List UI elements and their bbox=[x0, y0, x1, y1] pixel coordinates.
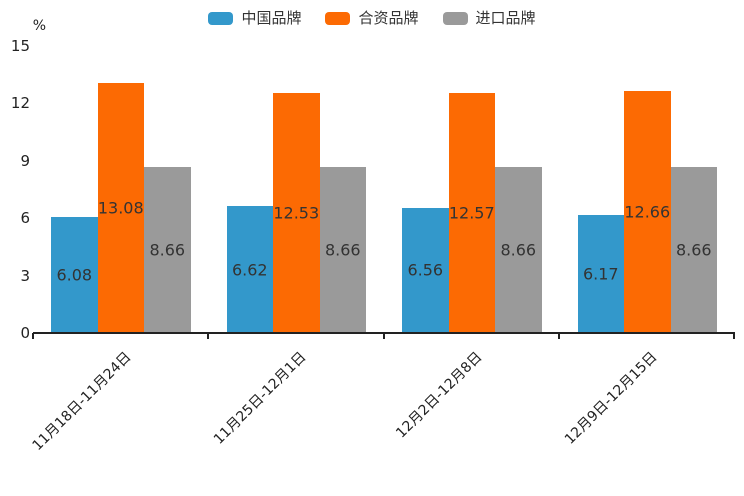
bar-import-brand-week1[interactable]: 8.66 bbox=[144, 167, 191, 333]
legend-item-import-brand[interactable]: 进口品牌 bbox=[442, 9, 536, 27]
legend-label: 合资品牌 bbox=[358, 9, 419, 27]
bar-joint-venture-brand-week1[interactable]: 13.08 bbox=[97, 82, 144, 333]
x-tick-label-week3: 12月2日-12月8日 bbox=[393, 349, 486, 442]
legend-swatch-joint-venture-brand-icon bbox=[325, 11, 351, 25]
bar-value-label: 8.66 bbox=[149, 240, 186, 260]
legend-item-joint-venture-brand[interactable]: 合资品牌 bbox=[325, 9, 419, 27]
bar-value-label: 8.66 bbox=[500, 240, 537, 260]
bar-value-label: 6.17 bbox=[582, 264, 619, 284]
chart-legend: 中国品牌 合资品牌 进口品牌 bbox=[0, 10, 744, 26]
bar-china-brand-week2[interactable]: 6.62 bbox=[226, 206, 273, 333]
y-tick-label: 12 bbox=[10, 94, 30, 112]
bar-china-brand-week4[interactable]: 6.17 bbox=[577, 214, 624, 333]
y-tick-label: 6 bbox=[20, 209, 30, 227]
legend-item-china-brand[interactable]: 中国品牌 bbox=[208, 10, 301, 26]
y-tick-label: 15 bbox=[10, 37, 30, 55]
y-tick-label: 0 bbox=[20, 324, 30, 342]
bar-china-brand-week1[interactable]: 6.08 bbox=[51, 216, 98, 333]
x-axis-tick bbox=[558, 333, 560, 339]
x-axis-tick bbox=[383, 333, 385, 339]
y-tick-label: 9 bbox=[20, 152, 30, 170]
bar-joint-venture-brand-week2[interactable]: 12.53 bbox=[273, 93, 320, 333]
bar-joint-venture-brand-week3[interactable]: 12.57 bbox=[448, 92, 495, 333]
bar-value-label: 13.08 bbox=[97, 198, 144, 218]
bar-import-brand-week4[interactable]: 8.66 bbox=[670, 167, 717, 333]
bar-import-brand-week3[interactable]: 8.66 bbox=[495, 167, 542, 333]
bar-value-label: 6.08 bbox=[56, 265, 93, 285]
x-tick-label-week1: 11月18日-11月24日 bbox=[29, 349, 135, 454]
bar-joint-venture-brand-week4[interactable]: 12.66 bbox=[624, 90, 671, 333]
bar-import-brand-week2[interactable]: 8.66 bbox=[319, 167, 366, 333]
bar-value-label: 12.53 bbox=[273, 203, 320, 223]
legend-swatch-china-brand-icon bbox=[208, 11, 234, 25]
bar-value-label: 6.56 bbox=[407, 260, 444, 280]
x-tick-label-week2: 11月25日-12月1日 bbox=[210, 349, 310, 448]
x-tick-label-week4: 12月9日-12月15日 bbox=[561, 349, 661, 448]
bar-china-brand-week3[interactable]: 6.56 bbox=[402, 207, 449, 333]
bar-value-label: 8.66 bbox=[675, 240, 712, 260]
legend-label: 进口品牌 bbox=[475, 9, 536, 27]
bar-value-label: 12.57 bbox=[448, 203, 495, 223]
x-axis-tick bbox=[207, 333, 209, 339]
bar-value-label: 8.66 bbox=[324, 240, 361, 260]
x-axis-tick bbox=[733, 333, 735, 339]
x-axis-tick bbox=[32, 333, 34, 339]
legend-label: 中国品牌 bbox=[241, 9, 302, 27]
y-tick-label: 3 bbox=[20, 267, 30, 285]
y-axis-unit-label: % bbox=[32, 18, 46, 34]
bar-value-label: 12.66 bbox=[624, 202, 671, 222]
legend-swatch-import-brand-icon bbox=[442, 11, 468, 25]
bar-value-label: 6.62 bbox=[231, 260, 268, 280]
